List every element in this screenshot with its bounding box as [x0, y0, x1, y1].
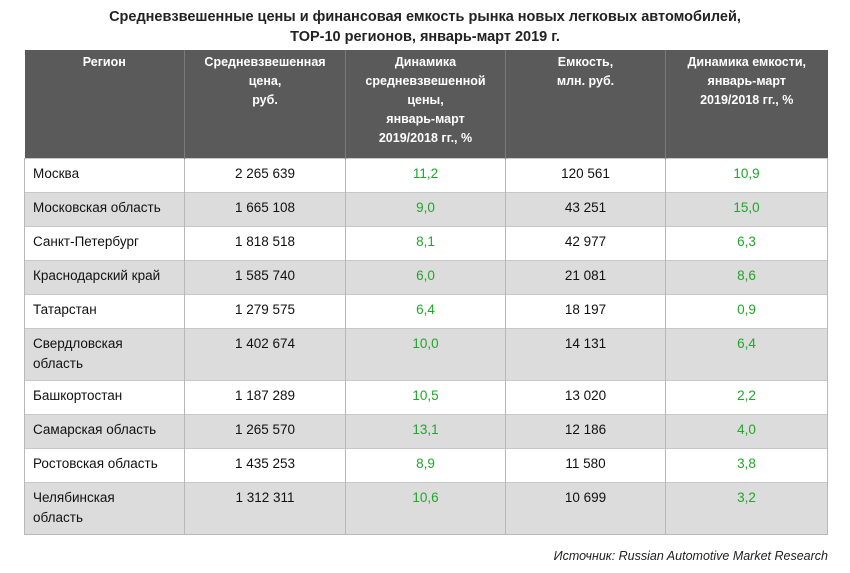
capacity-dynamics-cell: 6,3	[665, 225, 828, 260]
title-line-2: TOP-10 регионов, январь-март 2019 г.	[290, 29, 560, 45]
header-region: Регион	[24, 50, 185, 158]
region-cell: Ростовская область	[24, 447, 185, 482]
table-header: Регион Средневзвешенная цена, руб. Динам…	[24, 50, 828, 158]
capacity-dynamics-cell: 10,9	[665, 157, 828, 192]
capacity-dynamics-cell: 8,6	[665, 259, 828, 294]
region-cell: Челябинская область	[24, 481, 185, 535]
region-cell: Санкт-Петербург	[24, 225, 185, 260]
table-row: Самарская область 1 265 570 13,1 12 186 4,0	[24, 413, 828, 448]
capacity-cell: 21 081	[505, 259, 666, 294]
capacity-dynamics-cell: 2,2	[665, 379, 828, 414]
price-cell: 1 818 518	[184, 225, 346, 260]
region-cell: Самарская область	[24, 413, 185, 448]
price-cell: 1 402 674	[184, 327, 346, 380]
capacity-cell: 42 977	[505, 225, 666, 260]
region-cell: Свердловская область	[24, 327, 185, 380]
price-cell: 1 435 253	[184, 447, 346, 482]
table-title: Средневзвешенные цены и финансовая емкос…	[0, 7, 850, 47]
capacity-dynamics-cell: 3,8	[665, 447, 828, 482]
price-dynamics-cell: 13,1	[345, 413, 506, 448]
price-cell: 1 312 311	[184, 481, 346, 535]
header-capacity: Емкость, млн. руб.	[505, 50, 666, 158]
region-cell: Москва	[24, 157, 185, 192]
price-dynamics-cell: 11,2	[345, 157, 506, 192]
table-body: Москва 2 265 639 11,2 120 561 10,9 Московская…	[24, 157, 828, 535]
header-price-dynamics: Динамика средневзвешенной цены, январь-м…	[345, 50, 506, 158]
price-dynamics-cell: 10,0	[345, 327, 506, 380]
capacity-dynamics-cell: 3,2	[665, 481, 828, 535]
capacity-cell: 120 561	[505, 157, 666, 192]
region-cell: Башкортостан	[24, 379, 185, 414]
table-row: Ростовская область 1 435 253 8,9 11 580 3,8	[24, 447, 828, 482]
price-dynamics-cell: 10,6	[345, 481, 506, 535]
price-cell: 1 265 570	[184, 413, 346, 448]
table-row: Челябинская область 1 312 311 10,6 10 699 3,…	[24, 481, 828, 535]
price-cell: 1 187 289	[184, 379, 346, 414]
table-row: Краснодарский край 1 585 740 6,0 21 081 8,6	[24, 259, 828, 294]
capacity-dynamics-cell: 6,4	[665, 327, 828, 380]
capacity-cell: 12 186	[505, 413, 666, 448]
capacity-cell: 11 580	[505, 447, 666, 482]
capacity-cell: 13 020	[505, 379, 666, 414]
region-cell: Краснодарский край	[24, 259, 185, 294]
capacity-cell: 43 251	[505, 191, 666, 226]
region-cell: Татарстан	[24, 293, 185, 328]
price-dynamics-cell: 9,0	[345, 191, 506, 226]
header-capacity-dynamics: Динамика емкости, январь-март 2019/2018 …	[665, 50, 828, 158]
capacity-dynamics-cell: 15,0	[665, 191, 828, 226]
price-dynamics-cell: 8,9	[345, 447, 506, 482]
table-row: Санкт-Петербург 1 818 518 8,1 42 977 6,3	[24, 225, 828, 260]
price-dynamics-cell: 6,4	[345, 293, 506, 328]
regions-table: Регион Средневзвешенная цена, руб. Динам…	[24, 50, 828, 535]
capacity-cell: 14 131	[505, 327, 666, 380]
price-cell: 1 585 740	[184, 259, 346, 294]
table-row: Москва 2 265 639 11,2 120 561 10,9	[24, 157, 828, 192]
source-note: Источник: Russian Automotive Market Rese…	[553, 549, 828, 563]
price-cell: 2 265 639	[184, 157, 346, 192]
title-line-1: Средневзвешенные цены и финансовая емкос…	[109, 9, 741, 25]
price-dynamics-cell: 8,1	[345, 225, 506, 260]
capacity-dynamics-cell: 0,9	[665, 293, 828, 328]
price-dynamics-cell: 10,5	[345, 379, 506, 414]
price-cell: 1 665 108	[184, 191, 346, 226]
capacity-dynamics-cell: 4,0	[665, 413, 828, 448]
table-row: Татарстан 1 279 575 6,4 18 197 0,9	[24, 293, 828, 328]
capacity-cell: 10 699	[505, 481, 666, 535]
table-row: Свердловская область 1 402 674 10,0 14 131 6…	[24, 327, 828, 380]
region-cell: Московская область	[24, 191, 185, 226]
price-cell: 1 279 575	[184, 293, 346, 328]
price-dynamics-cell: 6,0	[345, 259, 506, 294]
capacity-cell: 18 197	[505, 293, 666, 328]
header-row: Регион Средневзвешенная цена, руб. Динам…	[24, 50, 828, 158]
table-row: Московская область 1 665 108 9,0 43 251 15,0	[24, 191, 828, 226]
table-row: Башкортостан 1 187 289 10,5 13 020 2,2	[24, 379, 828, 414]
header-price: Средневзвешенная цена, руб.	[184, 50, 346, 158]
